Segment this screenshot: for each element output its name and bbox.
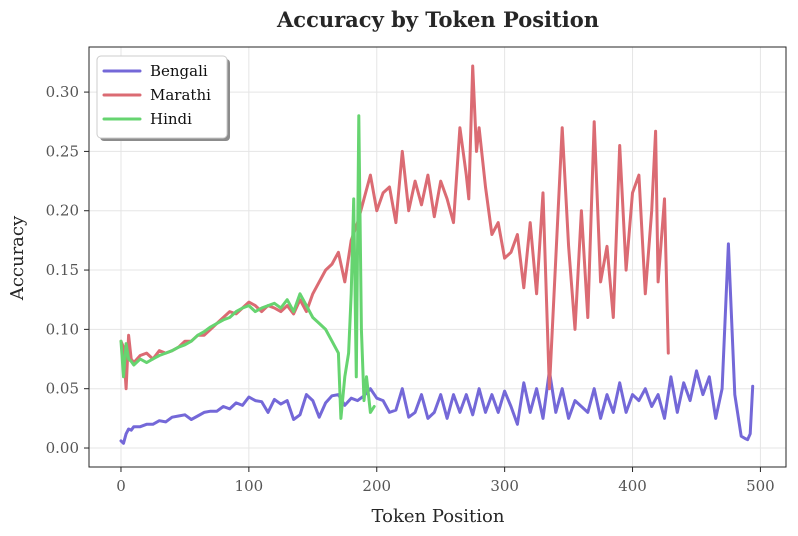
x-ticks: 0 100 200 300 400 500: [116, 467, 775, 495]
x-axis-label: Token Position: [372, 506, 505, 527]
chart-title: Accuracy by Token Position: [276, 7, 599, 32]
y-tick-label-0: 0.00: [46, 439, 79, 457]
y-tick-label-4: 0.20: [46, 202, 79, 220]
x-tick-label-5: 500: [746, 477, 775, 495]
y-tick-label-5: 0.25: [46, 142, 79, 160]
y-axis-label: Accuracy: [7, 215, 28, 301]
legend-label-hindi: Hindi: [150, 110, 192, 128]
legend-label-bengali: Bengali: [150, 62, 208, 80]
y-tick-label-2: 0.10: [46, 320, 79, 338]
plot-frame: [88, 46, 787, 468]
y-ticks: 0.00 0.05 0.10 0.15 0.20 0.25 0.30: [46, 83, 89, 457]
y-tick-label-6: 0.30: [46, 83, 79, 101]
legend: Bengali Marathi Hindi: [96, 55, 230, 141]
series-line-hindi: [119, 114, 376, 420]
x-tick-label-3: 300: [490, 477, 519, 495]
legend-items: Bengali Marathi Hindi: [102, 62, 211, 128]
series-line-bengali: [119, 242, 755, 445]
x-tick-label-0: 0: [116, 477, 126, 495]
x-tick-label-2: 200: [362, 477, 391, 495]
series-layer: [119, 64, 755, 445]
x-tick-label-1: 100: [235, 477, 264, 495]
y-tick-label-1: 0.05: [46, 380, 79, 398]
legend-label-marathi: Marathi: [150, 86, 211, 104]
y-tick-label-3: 0.15: [46, 261, 79, 279]
x-tick-label-4: 400: [618, 477, 647, 495]
